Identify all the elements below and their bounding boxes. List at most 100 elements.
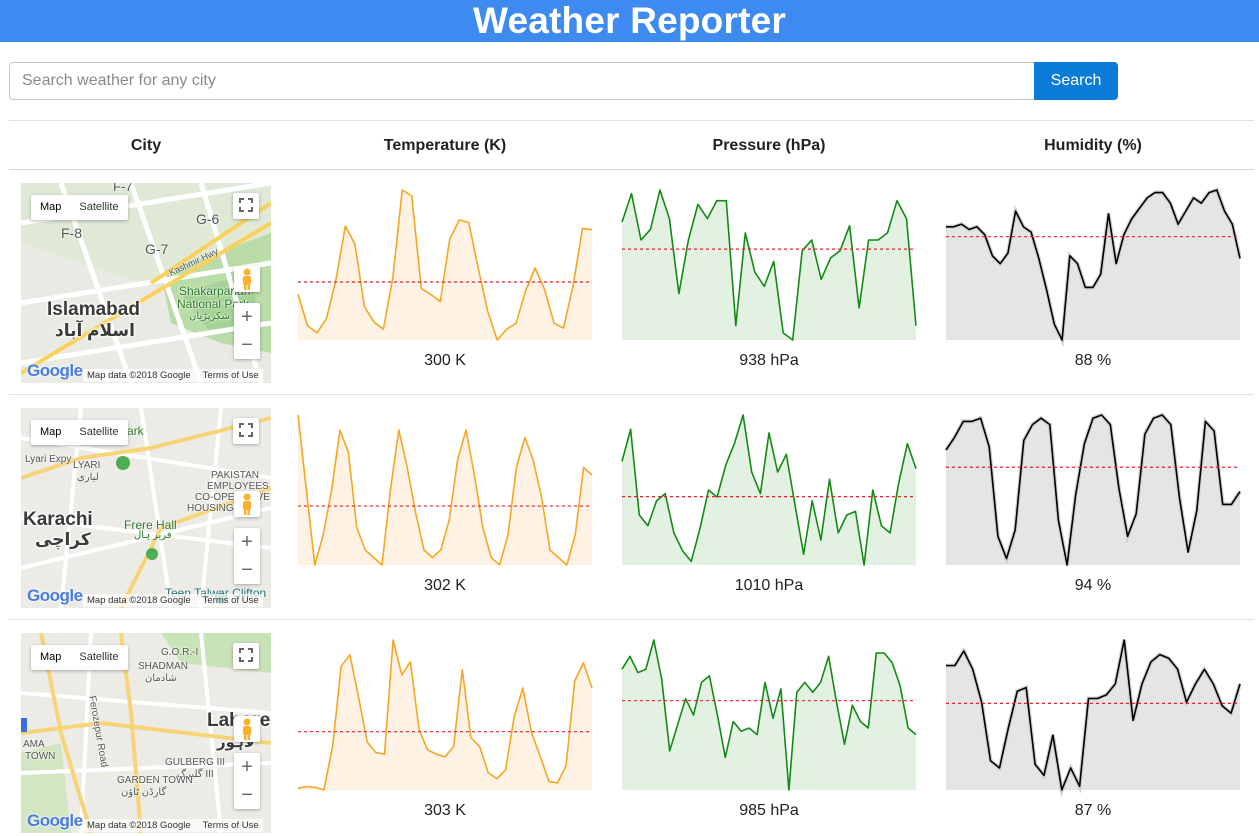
pegman-icon [243, 268, 251, 290]
search-button[interactable]: Search [1034, 62, 1118, 100]
map-label: National Park [177, 297, 250, 311]
google-logo: Google [27, 361, 83, 380]
humidity-sparkline [946, 639, 1241, 798]
fullscreen-button[interactable] [233, 193, 259, 219]
map-attribution: Map data ©2018 Google Terms of Use [83, 819, 263, 832]
map-type-control: Map Satellite [31, 420, 128, 445]
map-label: G-7 [145, 241, 169, 257]
map-label: HOUSING [187, 503, 234, 514]
zoom-in-button[interactable]: + [241, 756, 253, 778]
fullscreen-button[interactable] [233, 643, 259, 669]
google-logo: Google [27, 586, 83, 605]
humidity-area [946, 415, 1240, 565]
terms-link[interactable]: Terms of Use [202, 370, 259, 381]
pressure-sparkline [621, 639, 917, 791]
map-label: Shakarparian [179, 284, 251, 298]
map-label: شکرپڑیاں [189, 311, 230, 322]
google-logo: Google [27, 811, 83, 830]
humidity-area [946, 640, 1240, 790]
map-attribution: Map data ©2018 Google Terms of Use [83, 594, 263, 607]
temperature-value: 303 K [424, 802, 466, 819]
map-label: PAKISTAN [211, 470, 259, 481]
zoom-control: + − [234, 303, 260, 359]
map-type-satellite-button[interactable]: Satellite [79, 651, 119, 663]
map-attribution-text: Map data ©2018 Google [87, 820, 191, 831]
zoom-out-button[interactable]: − [241, 784, 253, 806]
pressure-line [621, 189, 917, 341]
header-humidity: Humidity (%) [1044, 137, 1142, 154]
street-view-button[interactable] [234, 491, 260, 517]
temperature-line [297, 414, 593, 566]
weather-table: City Temperature (K) Pressure (hPa) Humi… [9, 120, 1254, 833]
terms-link[interactable]: Terms of Use [202, 820, 259, 831]
temperature-line [297, 189, 593, 341]
terms-link[interactable]: Terms of Use [202, 595, 259, 606]
pressure-value: 938 hPa [739, 352, 799, 369]
map-label: Frere Hall [124, 518, 177, 532]
map-type-map-button[interactable]: Map [40, 201, 62, 213]
app-title: Weather Reporter [473, 0, 786, 41]
city-map[interactable]: Park Lyari Expy LYARI لیاری PAKISTAN EMP… [21, 408, 271, 608]
map-city-name: Karachi [23, 509, 93, 530]
map-label: شادمان [145, 673, 177, 684]
pressure-area [622, 190, 916, 340]
table-header: City Temperature (K) Pressure (hPa) Humi… [9, 120, 1254, 170]
zoom-in-button[interactable]: + [241, 531, 253, 553]
map-label: EMPLOYEES [207, 481, 269, 492]
map-label: گارڈن ٹاؤن [121, 787, 167, 798]
map-label: GULBERG III [165, 757, 226, 768]
header-pressure: Pressure (hPa) [712, 137, 826, 154]
humidity-value: 87 % [1074, 802, 1112, 819]
pressure-area [622, 415, 916, 565]
zoom-out-button[interactable]: − [241, 334, 253, 356]
fullscreen-icon [239, 648, 253, 662]
temperature-value: 302 K [424, 577, 466, 594]
street-view-button[interactable] [234, 266, 260, 292]
pressure-sparkline [621, 189, 917, 341]
zoom-control: + − [234, 753, 260, 809]
map-type-control: Map Satellite [31, 195, 128, 220]
temperature-line [297, 639, 593, 791]
pegman-icon [243, 493, 251, 515]
search-bar: Search [9, 62, 1118, 100]
map-label: LYARI [73, 460, 101, 471]
map-attribution: Map data ©2018 Google Terms of Use [83, 369, 263, 382]
app-header: Weather Reporter [0, 0, 1259, 42]
map-label: F-8 [61, 225, 82, 241]
map-tiles[interactable] [21, 183, 271, 383]
zoom-out-button[interactable]: − [241, 559, 253, 581]
pressure-value: 985 hPa [739, 802, 799, 819]
temperature-value: 300 K [424, 352, 466, 369]
humidity-value: 94 % [1074, 577, 1112, 594]
map-city-name: Islamabad [47, 299, 140, 320]
street-view-button[interactable] [234, 716, 260, 742]
search-input[interactable] [9, 62, 1034, 100]
zoom-in-button[interactable]: + [241, 306, 253, 328]
pegman-icon [243, 718, 251, 740]
map-type-satellite-button[interactable]: Satellite [79, 426, 119, 438]
map-label: فریر ہال [134, 530, 172, 541]
map-type-map-button[interactable]: Map [40, 426, 62, 438]
map-label: SHADMAN [138, 661, 189, 672]
fullscreen-icon [239, 423, 253, 437]
map-label: TOWN [25, 751, 56, 762]
temperature-area [298, 190, 592, 340]
temperature-sparkline [297, 639, 593, 791]
temperature-area [298, 415, 592, 565]
map-type-satellite-button[interactable]: Satellite [79, 201, 119, 213]
temperature-area [298, 640, 592, 790]
city-map[interactable]: G.O.R.-I SHADMAN شادمان Ferozepur Road G… [21, 633, 271, 833]
map-label: گلبرگ III [177, 769, 214, 780]
city-map[interactable]: F-7 F-8 G-6 G-7 Kashmir Hwy Shakarparian… [21, 183, 271, 383]
map-label: F-7 [113, 183, 133, 194]
map-label: G-6 [196, 211, 220, 227]
humidity-line [946, 639, 1241, 791]
temperature-sparkline [297, 189, 593, 341]
humidity-sparkline [946, 187, 1241, 348]
map-type-map-button[interactable]: Map [40, 651, 62, 663]
humidity-area [946, 190, 1240, 340]
fullscreen-button[interactable] [233, 418, 259, 444]
map-label: G.O.R.-I [161, 647, 199, 658]
pressure-line [621, 414, 917, 566]
pressure-area [622, 640, 916, 790]
